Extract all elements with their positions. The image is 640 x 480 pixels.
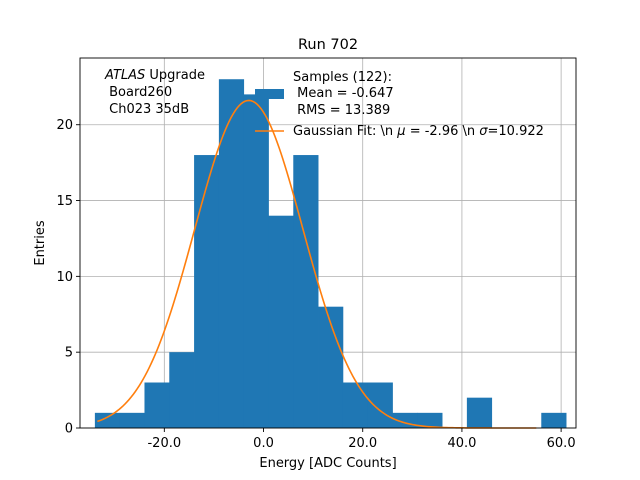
histogram-bar <box>243 94 269 429</box>
legend-samples-swatch <box>255 89 284 99</box>
y-tick-label: 15 <box>56 194 73 209</box>
histogram-bar <box>194 155 220 428</box>
y-tick-label: 10 <box>56 270 73 285</box>
chart-title: Run 702 <box>298 37 358 53</box>
legend-samples-line3: RMS = 13.389 <box>293 103 390 118</box>
y-tick-label: 0 <box>65 422 73 437</box>
x-axis-label: Energy [ADC Counts] <box>259 456 396 471</box>
x-tick-label: -20.0 <box>147 436 181 451</box>
histogram-bar <box>293 155 319 428</box>
x-tick-label: 20.0 <box>348 436 377 451</box>
legend: Samples (122): Mean = -0.647 RMS = 13.38… <box>255 70 544 139</box>
x-axis-ticks: -20.0 0.0 20.0 40.0 60.0 <box>147 428 576 451</box>
histogram-bar <box>144 382 170 428</box>
legend-fit-label: Gaussian Fit: \n μ = -2.96 \n σ=10.922 <box>293 124 544 139</box>
histogram-bar <box>342 382 369 428</box>
plot-frame <box>79 57 577 429</box>
histogram-bar <box>318 306 344 428</box>
histogram-bar <box>417 412 443 428</box>
histogram-bar <box>218 79 245 429</box>
atlas-annotation-channel: Ch023 35dB <box>105 102 189 117</box>
histogram-bar <box>541 412 567 428</box>
y-tick-label: 20 <box>56 118 73 133</box>
histogram-bar <box>268 215 294 428</box>
atlas-annotation-line1: ATLAS Upgrade <box>104 68 205 83</box>
histogram-bar <box>94 412 121 428</box>
histogram-bar <box>466 397 493 428</box>
atlas-annotation: ATLAS Upgrade Board260 Ch023 35dB <box>104 68 205 117</box>
histogram-bar <box>119 412 145 428</box>
legend-samples-line2: Mean = -0.647 <box>293 86 394 101</box>
y-tick-label: 5 <box>65 346 73 361</box>
y-axis-label: Entries <box>33 220 48 266</box>
histogram-bar <box>367 382 393 428</box>
legend-samples-line1: Samples (122): <box>293 70 392 85</box>
x-tick-label: 60.0 <box>547 436 576 451</box>
histogram-bars <box>94 79 567 429</box>
y-axis-ticks: 0 5 10 15 20 <box>56 118 80 437</box>
histogram-bar <box>169 352 195 428</box>
x-tick-label: 0.0 <box>253 436 274 451</box>
x-tick-label: 40.0 <box>447 436 476 451</box>
atlas-annotation-board: Board260 <box>105 85 172 100</box>
